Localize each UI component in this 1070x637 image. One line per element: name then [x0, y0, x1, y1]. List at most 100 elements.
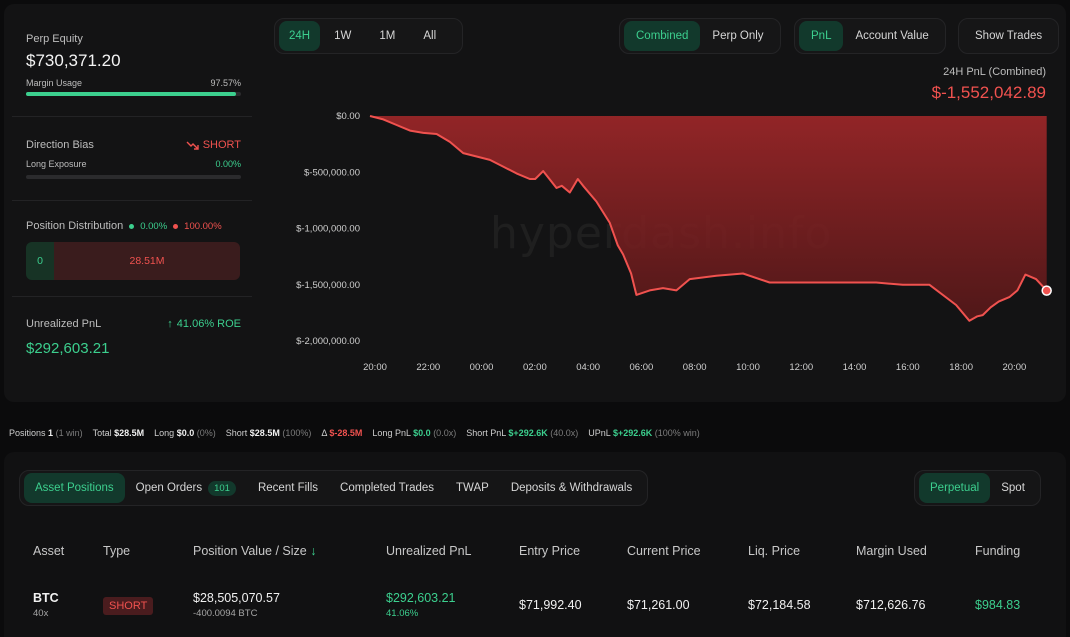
sort-down-icon: ↓ [310, 544, 317, 558]
positions-label: Positions [9, 428, 46, 438]
metric-pnl-button[interactable]: PnL [799, 21, 844, 51]
positions-sub: (1 win) [55, 428, 83, 438]
y-tick-label: $-2,000,000.00 [296, 336, 360, 347]
col-margin-used[interactable]: Margin Used [856, 544, 927, 558]
tab-recent-fills[interactable]: Recent Fills [257, 482, 319, 494]
col-type[interactable]: Type [103, 544, 131, 558]
x-tick-label: 04:00 [576, 362, 600, 373]
pnl-series-line [369, 115, 1048, 322]
x-tick-label: 00:00 [470, 362, 494, 373]
long-exposure-bar [26, 175, 241, 179]
tab-twap[interactable]: TWAP [456, 482, 489, 494]
direction-bias-label: Direction Bias [26, 139, 94, 151]
metric-account-value-button[interactable]: Account Value [855, 30, 929, 42]
x-tick-label: 20:00 [1002, 362, 1026, 373]
y-tick-label: $-1,000,000.00 [296, 224, 360, 235]
mode-combined-button[interactable]: Combined [624, 21, 701, 51]
timeframe-all-button[interactable]: All [423, 30, 437, 42]
divider [12, 116, 252, 117]
stats-strip: Positions 1 (1 win) Total $28.5M Long $0… [9, 428, 700, 438]
direction-bias-value: SHORT [202, 139, 241, 151]
x-tick-label: 14:00 [843, 362, 867, 373]
row-unrealized-pnl: $292,603.21 [386, 591, 456, 605]
y-tick-label: $-1,500,000.00 [296, 280, 360, 291]
short-label: Short [225, 428, 248, 438]
distribution-short-segment: 28.51M [54, 242, 240, 280]
upnl-value: $+292.6K [612, 428, 653, 438]
distribution-long-pct: 0.00% [140, 220, 168, 232]
divider [12, 200, 252, 201]
market-perpetual-button[interactable]: Perpetual [919, 473, 991, 503]
col-liq-price[interactable]: Liq. Price [748, 544, 801, 558]
row-unrealized-pnl-pct: 41.06% [386, 608, 419, 619]
total-label: Total [92, 428, 112, 438]
col-position-value[interactable]: Position Value / Size ↓ [193, 544, 316, 558]
long-exposure-value: 0.00% [215, 159, 241, 169]
short-sub: (100%) [282, 428, 312, 438]
long-pnl-value: $0.0 [413, 428, 431, 438]
last-point-marker [1041, 285, 1052, 296]
arrow-up-icon: ↑ [167, 318, 173, 330]
tab-asset-positions[interactable]: Asset Positions [24, 473, 125, 503]
timeframe-selector: 24H 1W 1M All [274, 18, 463, 54]
timeframe-1w-button[interactable]: 1W [334, 30, 352, 42]
upnl-sub: (100% win) [654, 428, 700, 438]
open-orders-count-badge: 101 [208, 480, 236, 496]
position-distribution-block: Position Distribution 0.00% 100.00% 0 28… [26, 220, 241, 280]
unrealized-pnl-value: $292,603.21 [26, 340, 110, 357]
mode-perp-only-button[interactable]: Perp Only [712, 30, 764, 42]
pnl-chart[interactable]: $0.00 $-500,000.00 $-1,000,000.00 $-1,500,0… [270, 96, 1060, 381]
col-position-value-label: Position Value / Size [193, 544, 307, 558]
col-entry-price[interactable]: Entry Price [519, 544, 581, 558]
x-tick-label: 06:00 [630, 362, 654, 373]
col-funding[interactable]: Funding [975, 544, 1021, 558]
row-asset: BTC [33, 591, 59, 605]
timeframe-1m-button[interactable]: 1M [379, 30, 396, 42]
col-unrealized-pnl[interactable]: Unrealized PnL [386, 544, 472, 558]
show-trades-toggle: Show Trades [958, 18, 1060, 54]
short-dot-icon [173, 223, 179, 229]
delta-value: $-28.5M [329, 428, 363, 438]
pnl-header: 24H PnL (Combined) $-1,552,042.89 [932, 66, 1046, 103]
col-asset[interactable]: Asset [33, 544, 65, 558]
market-type-selector: Perpetual Spot [914, 470, 1041, 506]
row-leverage: 40x [33, 608, 49, 619]
tab-completed-trades[interactable]: Completed Trades [340, 482, 435, 494]
tab-deposits-withdrawals[interactable]: Deposits & Withdrawals [510, 482, 633, 494]
position-distribution-label: Position Distribution [26, 220, 124, 232]
x-tick-label: 10:00 [736, 362, 760, 373]
trend-down-icon [186, 141, 199, 150]
timeframe-24h-button[interactable]: 24H [279, 21, 321, 51]
row-margin-used: $712,626.76 [856, 598, 926, 612]
long-label: Long [154, 428, 175, 438]
x-tick-label: 18:00 [949, 362, 973, 373]
col-current-price[interactable]: Current Price [627, 544, 701, 558]
row-current-price: $71,261.00 [627, 598, 690, 612]
tab-open-orders[interactable]: Open Orders 101 [125, 473, 247, 503]
margin-usage-label: Margin Usage [26, 78, 83, 88]
mode-selector: Combined Perp Only [619, 18, 781, 54]
short-pnl-label: Short PnL [466, 428, 506, 438]
row-size: -400.0094 BTC [193, 608, 258, 619]
unrealized-pnl-block: Unrealized PnL ↑ 41.06% ROE $292,603.21 [26, 318, 241, 357]
long-pnl-sub: (0.0x) [433, 428, 457, 438]
long-sub: (0%) [196, 428, 216, 438]
perp-equity-value: $730,371.20 [26, 51, 121, 70]
positions-tabs: Asset Positions Open Orders 101 Recent Fi… [19, 470, 649, 506]
margin-usage-bar-fill [26, 92, 236, 96]
row-funding: $984.83 [975, 598, 1021, 612]
row-entry-price: $71,992.40 [519, 598, 582, 612]
perp-equity-block: Perp Equity $730,371.20 Margin Usage 97.… [26, 33, 241, 96]
x-tick-label: 20:00 [363, 362, 387, 373]
pnl-header-value: $-1,552,042.89 [931, 83, 1046, 102]
upnl-label: UPnL [588, 428, 611, 438]
show-trades-button[interactable]: Show Trades [975, 30, 1043, 42]
short-pnl-sub: (40.0x) [550, 428, 579, 438]
short-value: $28.5M [249, 428, 280, 438]
tab-open-orders-label: Open Orders [135, 482, 203, 494]
pnl-area-fill [370, 116, 1047, 321]
unrealized-pnl-label: Unrealized PnL [26, 318, 102, 330]
market-spot-button[interactable]: Spot [1001, 482, 1025, 494]
distribution-short-pct: 100.00% [184, 220, 222, 232]
perp-equity-label: Perp Equity [26, 33, 83, 45]
